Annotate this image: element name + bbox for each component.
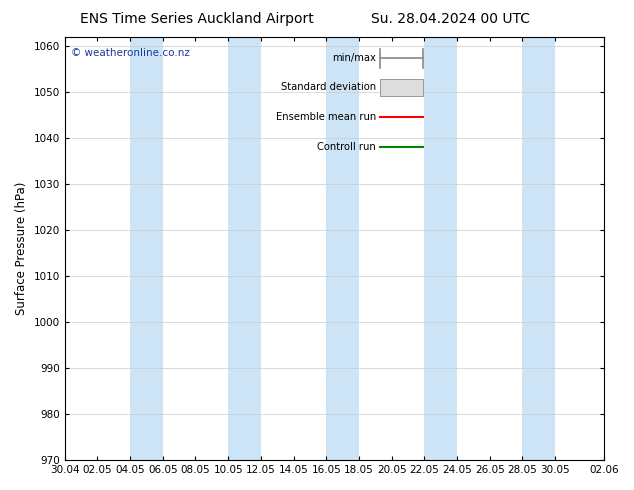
- Text: Ensemble mean run: Ensemble mean run: [276, 112, 376, 122]
- Bar: [228, 37, 261, 460]
- Bar: [327, 37, 359, 460]
- Y-axis label: Surface Pressure (hPa): Surface Pressure (hPa): [15, 182, 28, 315]
- Bar: [380, 79, 424, 96]
- Text: © weatheronline.co.nz: © weatheronline.co.nz: [71, 48, 190, 58]
- Bar: [522, 37, 555, 460]
- Text: Standard deviation: Standard deviation: [281, 82, 376, 92]
- Text: min/max: min/max: [332, 53, 376, 63]
- Text: Controll run: Controll run: [317, 142, 376, 151]
- Text: ENS Time Series Auckland Airport: ENS Time Series Auckland Airport: [80, 12, 313, 26]
- Bar: [130, 37, 163, 460]
- Bar: [424, 37, 457, 460]
- Text: Su. 28.04.2024 00 UTC: Su. 28.04.2024 00 UTC: [371, 12, 529, 26]
